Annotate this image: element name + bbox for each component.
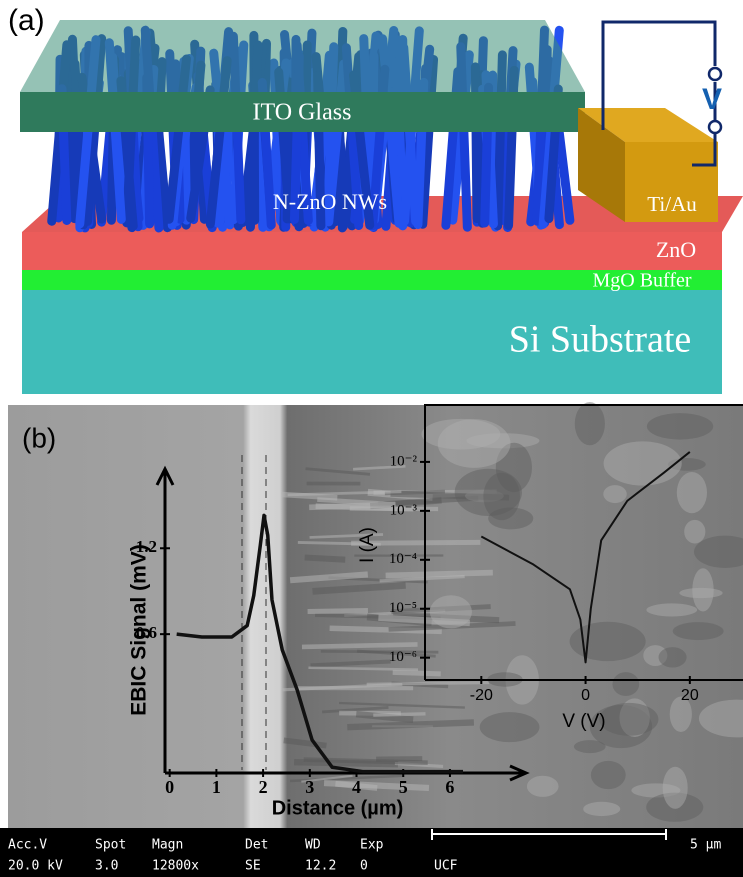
texture (438, 419, 511, 468)
texture (575, 402, 605, 445)
texture (305, 558, 346, 560)
texture (321, 651, 439, 652)
ito-label: ITO Glass (253, 100, 352, 126)
x-tick-label: 0 (581, 687, 590, 704)
texture (309, 504, 395, 507)
texture (574, 740, 606, 753)
texture (393, 672, 441, 674)
info-header: Acc.V (8, 838, 47, 853)
voltage-label: V (702, 83, 722, 116)
texture (679, 588, 722, 598)
texture (677, 472, 707, 513)
scale-label: 5 µm (690, 838, 721, 853)
x-axis-label: V (V) (562, 711, 605, 732)
y-tick-label: 10⁻⁵ (389, 600, 417, 616)
texture (527, 776, 559, 797)
texture (308, 611, 368, 612)
x-tick-label: 20 (681, 687, 699, 704)
texture (583, 802, 620, 816)
terminal (709, 121, 721, 133)
texture (302, 644, 418, 646)
texture (646, 603, 697, 616)
panel-label: (b) (22, 422, 56, 453)
info-header: Exp (360, 838, 384, 853)
x-tick-label: 1 (212, 777, 221, 797)
info-value: 12800x (152, 859, 199, 874)
contact-label: Ti/Au (647, 192, 697, 216)
x-tick-label: 2 (259, 777, 268, 797)
texture (430, 595, 472, 628)
x-tick-label: -20 (470, 687, 493, 704)
y-axis-label: I (A) (357, 527, 378, 563)
x-tick-label: 6 (445, 777, 454, 797)
texture (483, 473, 520, 520)
info-value: 20.0 kV (8, 859, 63, 874)
nw-label: N-ZnO NWs (273, 189, 387, 214)
texture (663, 767, 688, 809)
x-tick-label: 5 (399, 777, 408, 797)
y-axis-label: EBIC Signal (mV) (128, 544, 151, 716)
y-tick-label: 10⁻⁶ (389, 649, 417, 665)
ito-top (20, 20, 585, 92)
y-tick-label: 10⁻⁴ (389, 551, 417, 567)
texture (603, 485, 626, 503)
zno-layer (22, 232, 722, 270)
x-axis-label: Distance (µm) (272, 797, 404, 819)
texture (612, 672, 639, 696)
site-label: UCF (434, 859, 458, 874)
texture (647, 413, 713, 439)
y-tick-label: 10⁻³ (390, 502, 418, 518)
info-value: SE (245, 859, 261, 874)
info-header: WD (305, 838, 321, 853)
texture (304, 760, 428, 763)
info-value: 12.2 (305, 859, 336, 874)
substrate-label: Si Substrate (509, 319, 692, 361)
panel-label: (a) (8, 4, 45, 37)
texture (591, 761, 626, 789)
texture (659, 647, 687, 667)
texture (604, 441, 682, 485)
texture (599, 703, 658, 736)
info-header: Magn (152, 838, 183, 853)
texture (386, 573, 493, 576)
buffer-label: MgO Buffer (592, 270, 691, 292)
info-value: 3.0 (95, 859, 118, 874)
info-header: Spot (95, 838, 126, 853)
terminal (709, 68, 721, 80)
figure: (a) ITO Glass N-ZnO NWs Ti/Au V ZnO MgO … (0, 0, 743, 877)
info-header: Det (245, 838, 268, 853)
texture (673, 622, 724, 640)
texture (480, 712, 540, 742)
y-tick-label: 10⁻² (390, 453, 418, 469)
info-value: 0 (360, 859, 368, 874)
zno-label: ZnO (656, 237, 696, 262)
x-tick-label: 0 (165, 777, 174, 797)
x-tick-label: 3 (305, 777, 314, 797)
x-tick-label: 4 (352, 777, 361, 797)
texture (373, 714, 425, 715)
texture (684, 520, 705, 544)
panel-a: (a) ITO Glass N-ZnO NWs Ti/Au V ZnO MgO … (8, 4, 743, 394)
